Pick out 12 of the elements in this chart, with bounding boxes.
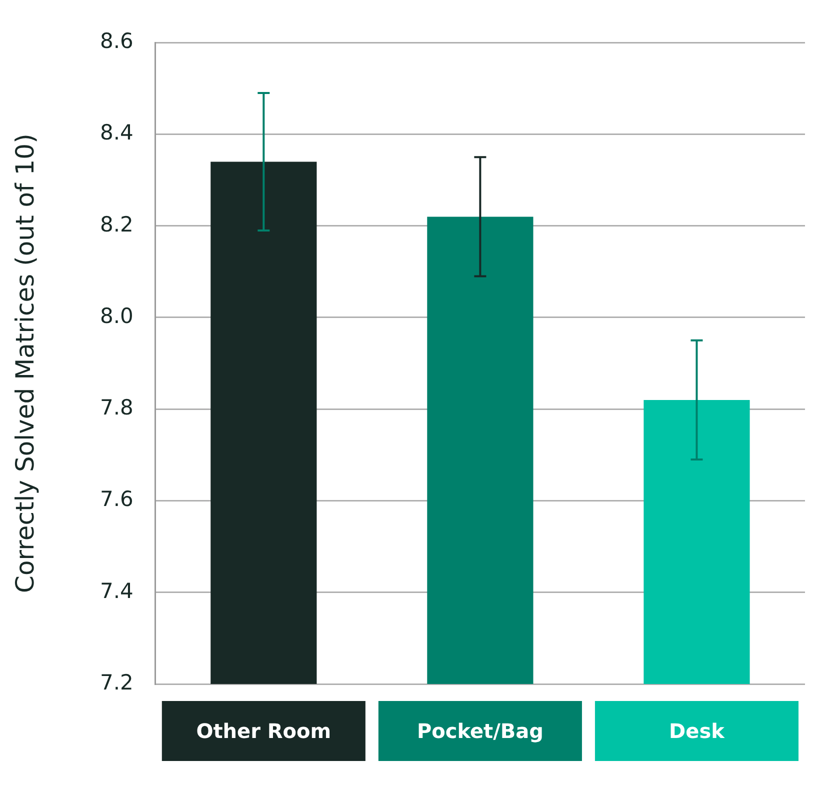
y-tick-label: 8.6 — [100, 29, 134, 54]
y-tick-label: 7.6 — [100, 487, 134, 512]
x-tick-label: Pocket/Bag — [416, 719, 544, 744]
y-tick-label: 7.2 — [100, 670, 134, 694]
y-tick-label: 8.0 — [100, 304, 134, 328]
y-tick-label: 8.4 — [100, 120, 134, 145]
y-tick-label: 8.2 — [100, 212, 134, 236]
y-tick-label: 7.4 — [100, 578, 134, 603]
y-axis-title: Correctly Solved Matrices (out of 10) — [10, 134, 40, 593]
x-tick-label: Other Room — [196, 719, 332, 744]
x-tick-label: Desk — [669, 719, 726, 744]
y-tick-label: 7.8 — [100, 396, 134, 420]
